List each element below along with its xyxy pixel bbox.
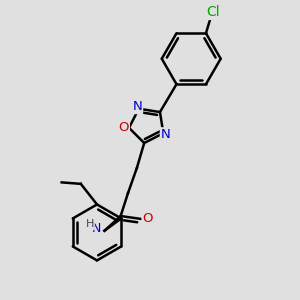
Text: Cl: Cl	[206, 5, 220, 19]
Text: H: H	[85, 219, 94, 229]
Text: N: N	[92, 222, 101, 235]
Text: N: N	[161, 128, 171, 141]
Text: N: N	[132, 100, 142, 113]
Text: O: O	[142, 212, 153, 226]
Text: O: O	[118, 121, 129, 134]
